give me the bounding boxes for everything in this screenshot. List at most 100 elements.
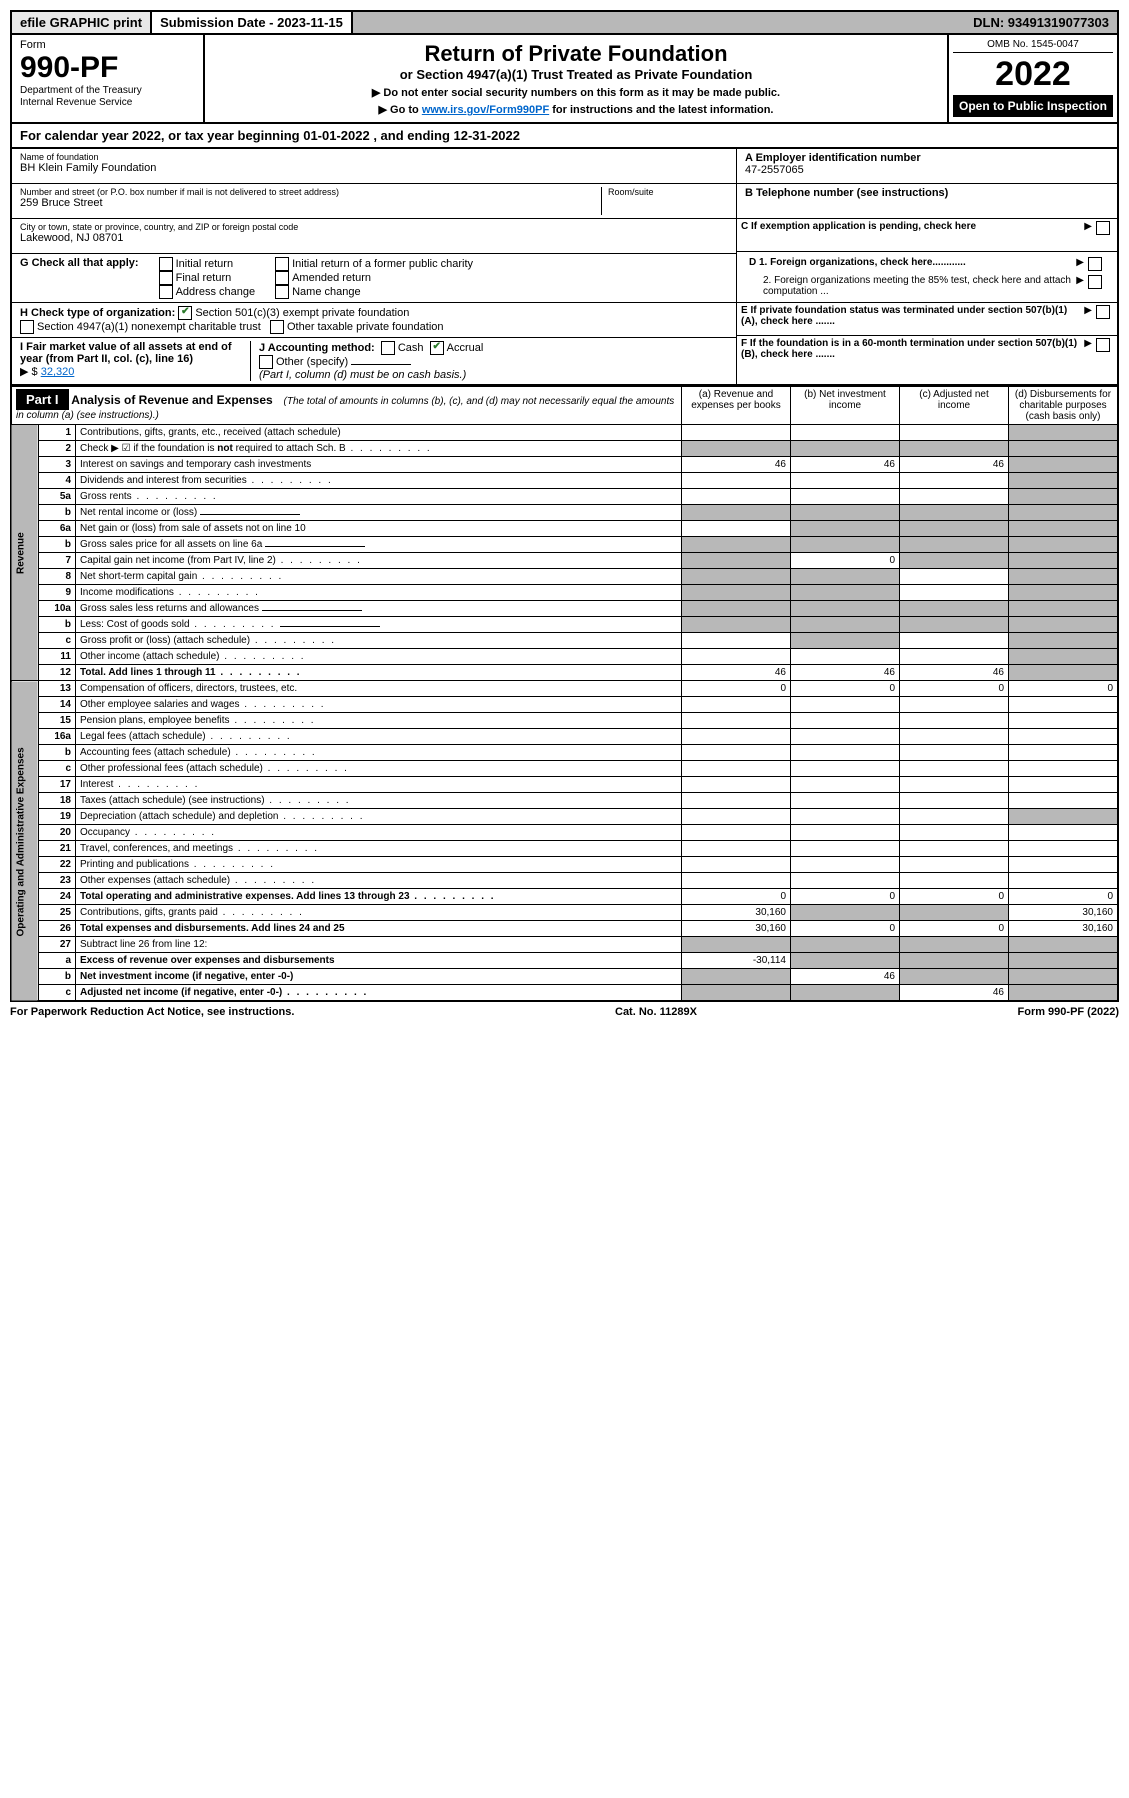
table-row: 5aGross rents	[11, 489, 1118, 505]
checkbox-initial[interactable]	[159, 257, 173, 271]
cell-c: 46	[900, 665, 1009, 681]
checkbox-f[interactable]	[1096, 338, 1110, 352]
table-row: 17Interest	[11, 777, 1118, 793]
col-a-header: (a) Revenue and expenses per books	[682, 387, 791, 425]
f-cell: F If the foundation is in a 60-month ter…	[737, 336, 1117, 368]
cell-c	[900, 841, 1009, 857]
ein-cell: A Employer identification number 47-2557…	[737, 149, 1117, 184]
c-cell: C If exemption application is pending, c…	[737, 219, 1117, 252]
row-description: Dividends and interest from securities	[76, 473, 682, 489]
cell-d	[1009, 793, 1119, 809]
cell-d: 0	[1009, 889, 1119, 905]
table-row: 20Occupancy	[11, 825, 1118, 841]
name-label: Name of foundation	[20, 152, 728, 162]
addr-label: Number and street (or P.O. box number if…	[20, 187, 601, 197]
irs-link[interactable]: www.irs.gov/Form990PF	[422, 104, 549, 116]
cell-b	[791, 857, 900, 873]
cell-a	[682, 505, 791, 521]
d2-label: 2. Foreign organizations meeting the 85%…	[749, 275, 1072, 297]
row-number: 1	[39, 425, 76, 441]
opt-other-tax: Other taxable private foundation	[287, 321, 444, 333]
cell-d	[1009, 953, 1119, 969]
checkbox-501c3[interactable]: ✔	[178, 306, 192, 320]
efile-button[interactable]: efile GRAPHIC print	[12, 12, 152, 33]
row-number: 7	[39, 553, 76, 569]
checkbox-4947[interactable]	[20, 320, 34, 334]
cell-b	[791, 777, 900, 793]
row-number: b	[39, 537, 76, 553]
checkbox-other-tax[interactable]	[270, 320, 284, 334]
cell-c	[900, 425, 1009, 441]
cell-d	[1009, 825, 1119, 841]
d-cell: D 1. Foreign organizations, check here..…	[737, 252, 1117, 303]
row-number: 3	[39, 457, 76, 473]
row-number: c	[39, 985, 76, 1002]
row-description: Contributions, gifts, grants, etc., rece…	[76, 425, 682, 441]
cell-b	[791, 761, 900, 777]
table-row: 12Total. Add lines 1 through 11464646	[11, 665, 1118, 681]
checkbox-other-method[interactable]	[259, 355, 273, 369]
tax-year: 2022	[953, 57, 1113, 91]
checkbox-amended[interactable]	[275, 271, 289, 285]
row-description: Excess of revenue over expenses and disb…	[76, 953, 682, 969]
cell-c	[900, 505, 1009, 521]
checkbox-final[interactable]	[159, 271, 173, 285]
cell-b	[791, 825, 900, 841]
row-number: b	[39, 969, 76, 985]
cell-a	[682, 569, 791, 585]
cell-c	[900, 905, 1009, 921]
row-description: Total. Add lines 1 through 11	[76, 665, 682, 681]
fmv-value[interactable]: 32,320	[41, 366, 75, 378]
info-left: Name of foundation BH Klein Family Found…	[12, 149, 736, 384]
opt-initial: Initial return	[176, 258, 233, 270]
table-row: bLess: Cost of goods sold	[11, 617, 1118, 633]
checkbox-address[interactable]	[159, 285, 173, 299]
cell-b	[791, 649, 900, 665]
ij-section: I Fair market value of all assets at end…	[12, 338, 736, 384]
table-row: Operating and Administrative Expenses13C…	[11, 681, 1118, 697]
checkbox-accrual[interactable]: ✔	[430, 341, 444, 355]
cell-c	[900, 857, 1009, 873]
cell-b	[791, 745, 900, 761]
row-number: b	[39, 745, 76, 761]
checkbox-d1[interactable]	[1088, 257, 1102, 271]
table-row: 19Depreciation (attach schedule) and dep…	[11, 809, 1118, 825]
cell-d: 30,160	[1009, 921, 1119, 937]
info-right: A Employer identification number 47-2557…	[736, 149, 1117, 384]
i-prefix: ▶ $	[20, 366, 38, 378]
table-row: bAccounting fees (attach schedule)	[11, 745, 1118, 761]
row-number: 25	[39, 905, 76, 921]
other-method-input[interactable]	[351, 364, 411, 365]
year-box: OMB No. 1545-0047 2022 Open to Public In…	[949, 35, 1117, 122]
opt-address: Address change	[176, 286, 256, 298]
cell-b	[791, 489, 900, 505]
cell-a	[682, 425, 791, 441]
cell-c	[900, 489, 1009, 505]
cell-a: 46	[682, 457, 791, 473]
dept-treasury: Department of the Treasury	[20, 85, 195, 97]
info-grid: Name of foundation BH Klein Family Found…	[10, 149, 1119, 386]
row-number: 24	[39, 889, 76, 905]
footer-mid: Cat. No. 11289X	[615, 1006, 697, 1018]
row-description: Taxes (attach schedule) (see instruction…	[76, 793, 682, 809]
checkbox-name-change[interactable]	[275, 285, 289, 299]
cell-a	[682, 537, 791, 553]
checkbox-cash[interactable]	[381, 341, 395, 355]
cell-d	[1009, 841, 1119, 857]
cell-d	[1009, 457, 1119, 473]
cell-a	[682, 617, 791, 633]
cell-a	[682, 649, 791, 665]
row-number: b	[39, 505, 76, 521]
checkbox-initial-former[interactable]	[275, 257, 289, 271]
footer-left: For Paperwork Reduction Act Notice, see …	[10, 1006, 294, 1018]
checkbox-e[interactable]	[1096, 305, 1110, 319]
cell-a	[682, 473, 791, 489]
checkbox-c[interactable]	[1096, 221, 1110, 235]
checkbox-d2[interactable]	[1088, 275, 1102, 289]
row-description: Other professional fees (attach schedule…	[76, 761, 682, 777]
table-row: 2Check ▶ ☑ if the foundation is not requ…	[11, 441, 1118, 457]
cell-a: 46	[682, 665, 791, 681]
row-number: c	[39, 761, 76, 777]
table-row: 16aLegal fees (attach schedule)	[11, 729, 1118, 745]
table-row: 18Taxes (attach schedule) (see instructi…	[11, 793, 1118, 809]
